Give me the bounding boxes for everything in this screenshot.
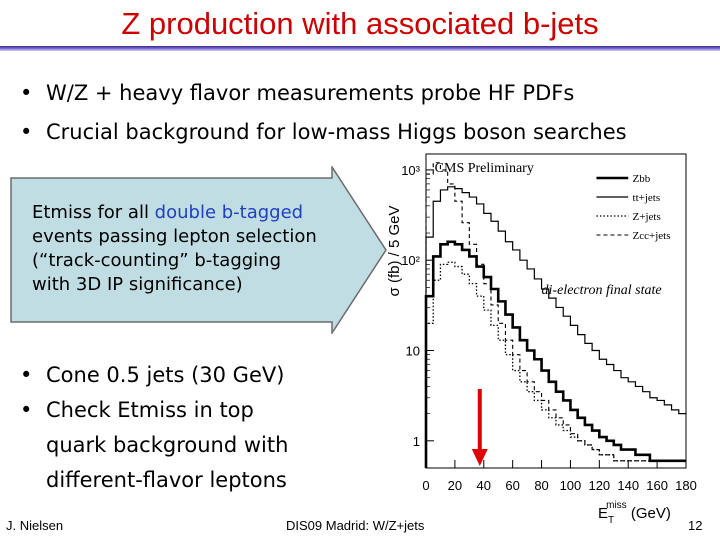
legend-label: Z+jets bbox=[633, 211, 661, 223]
y-tick-label: 10³ bbox=[401, 163, 420, 178]
callout-highlight: double b-tagged bbox=[154, 202, 304, 223]
chart-annotation: di-electron final state bbox=[542, 283, 662, 298]
top-bullet-2: • Crucial background for low-mass Higgs b… bbox=[20, 113, 627, 152]
slide-title: Z production with associated b-jets bbox=[121, 6, 599, 41]
bottom-bullet-2-line-3: different-flavor leptons bbox=[46, 468, 287, 492]
x-tick-label: 80 bbox=[534, 478, 548, 493]
callout-line-2: events passing lepton selection bbox=[32, 226, 317, 247]
y-tick-label: 10² bbox=[401, 253, 420, 268]
met-histogram-plot: 1 10 10² 10³ 0 20 40 60 80 100 120 140 160 180 σ (fb) … bbox=[386, 153, 697, 526]
legend-label: Zbb bbox=[633, 173, 651, 185]
bullet-dot: • bbox=[20, 81, 33, 105]
y-tick-label: 10 bbox=[406, 344, 420, 359]
callout-line-1-prefix: Etmiss for all bbox=[32, 202, 155, 223]
footer-page-number: 12 bbox=[688, 518, 703, 533]
x-tick-label: 100 bbox=[560, 478, 582, 493]
x-axis-label-sub: T bbox=[608, 515, 614, 526]
footer-conference: DIS09 Madrid: W/Z+jets bbox=[286, 518, 425, 533]
bottom-bullet-list: • Cone 0.5 jets (30 GeV) • Check Etmiss in… bbox=[20, 358, 288, 498]
footer-author: J. Nielsen bbox=[6, 518, 64, 533]
callout-line-3: (“track-counting” b-tagging bbox=[32, 250, 282, 271]
x-axis-label-unit: (GeV) bbox=[627, 505, 671, 522]
x-axis-label-sup: miss bbox=[606, 500, 627, 511]
callout-line-4: with 3D IP significance) bbox=[32, 274, 243, 295]
y-axis-label: σ (fb) / 5 GeV bbox=[386, 206, 403, 297]
x-tick-label: 20 bbox=[448, 478, 462, 493]
red-arrow-head bbox=[471, 449, 488, 466]
y-tick-label: 1 bbox=[413, 434, 420, 449]
title-rule bbox=[0, 46, 720, 51]
bottom-bullet-2: • Check Etmiss in top bbox=[20, 393, 288, 428]
callout-arrow-shape bbox=[10, 166, 387, 334]
x-tick-label: 40 bbox=[477, 478, 491, 493]
series-zbb-line bbox=[424, 240, 686, 468]
bullet-dot: • bbox=[20, 398, 33, 422]
top-bullet-list: • W/Z + heavy flavor measurements probe H… bbox=[20, 74, 627, 152]
series-zcc-jets-line bbox=[425, 162, 686, 468]
x-tick-label: 160 bbox=[646, 478, 668, 493]
bottom-bullet-2-line-1: Check Etmiss in top bbox=[46, 398, 254, 422]
bullet-dot: • bbox=[20, 120, 33, 144]
x-tick-label: 0 bbox=[422, 478, 429, 493]
top-bullet-1-text: W/Z + heavy flavor measurements probe HF… bbox=[46, 81, 575, 105]
series-tt-jets-line bbox=[425, 186, 686, 468]
bottom-bullet-1-text: Cone 0.5 jets (30 GeV) bbox=[46, 363, 285, 387]
top-bullet-2-text: Crucial background for low-mass Higgs bo… bbox=[46, 120, 627, 144]
bullet-dot: • bbox=[20, 363, 33, 387]
x-tick-label: 120 bbox=[588, 478, 610, 493]
legend-label: tt+jets bbox=[633, 192, 661, 204]
bottom-bullet-1: • Cone 0.5 jets (30 GeV) bbox=[20, 358, 288, 393]
top-bullet-1: • W/Z + heavy flavor measurements probe H… bbox=[20, 74, 627, 113]
chart-title: CMS Preliminary bbox=[435, 161, 534, 176]
series-z-jets-line bbox=[425, 261, 686, 468]
x-tick-label: 140 bbox=[617, 478, 639, 493]
legend-label: Zcc+jets bbox=[633, 230, 671, 242]
callout-line-1: Etmiss for all double b-tagged bbox=[32, 201, 332, 225]
callout-text: Etmiss for all double b-tagged events pa… bbox=[32, 201, 332, 297]
x-tick-label: 60 bbox=[505, 478, 519, 493]
x-tick-label: 180 bbox=[675, 478, 697, 493]
x-axis-label-main: E bbox=[598, 505, 608, 522]
bottom-bullet-2-line-2: quark background with bbox=[46, 433, 289, 457]
x-axis-label: ETmiss (GeV) bbox=[598, 500, 671, 526]
